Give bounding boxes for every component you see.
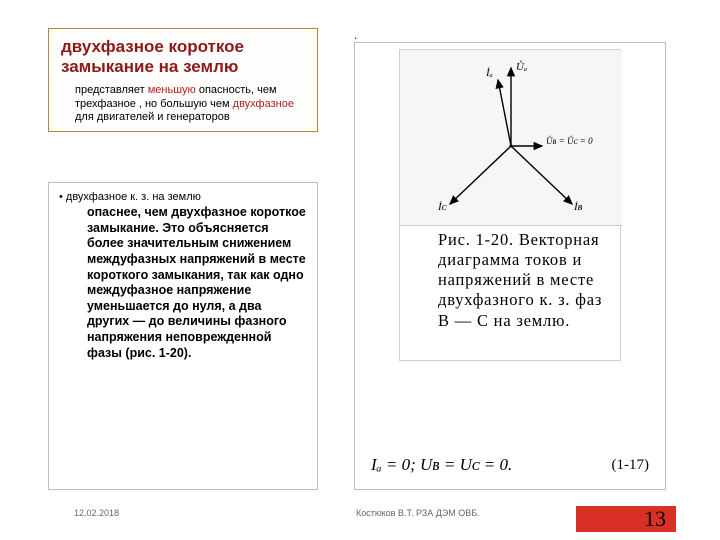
lbl-ia: İₐ	[485, 67, 493, 79]
lbl-ua: Ůₐ	[516, 60, 527, 73]
sub-red1: меньшую	[148, 84, 196, 96]
figure-image: İₐ Ůₐ İʙ İᴄ Ůʙ = Ůᴄ = 0 Рис. 1-20. Векто…	[399, 49, 621, 361]
bullet-line: • двухфазное к. з. на землю	[59, 191, 307, 203]
sub-pre: представляет	[75, 84, 148, 96]
slide-number-box: 13	[576, 506, 676, 532]
sub-post: для двигателей и генераторов	[75, 111, 230, 123]
body-text: опаснее, чем двухфазное короткое замыкан…	[59, 205, 307, 361]
formula: Iₐ = 0; Uʙ = Uᴄ = 0.	[371, 455, 512, 475]
body-box: • двухфазное к. з. на землю опаснее, чем…	[48, 182, 318, 490]
vector-diagram: İₐ Ůₐ İʙ İᴄ Ůʙ = Ůᴄ = 0	[400, 50, 622, 226]
footer-center: Костюков В.Т. РЗА ДЭМ ОВБ.	[356, 508, 480, 518]
title-sub: представляет меньшую опасность, чем трех…	[61, 84, 305, 125]
sub-red2: двухфазное	[233, 98, 294, 110]
formula-num: (1-17)	[612, 457, 650, 474]
title-box: двухфазное короткое замыкание на землю п…	[48, 28, 318, 132]
slide-number: 13	[644, 506, 666, 532]
footer-date: 12.02.2018	[74, 508, 119, 518]
figure-caption: Рис. 1-20. Векторная диаграмма токов и н…	[400, 226, 620, 335]
title-main: двухфазное короткое замыкание на землю	[61, 37, 305, 78]
lbl-ic: İᴄ	[437, 201, 448, 213]
top-dot: .	[354, 28, 357, 42]
lbl-zero: Ůʙ = Ůᴄ = 0	[546, 136, 593, 146]
figure-panel: İₐ Ůₐ İʙ İᴄ Ůʙ = Ůᴄ = 0 Рис. 1-20. Векто…	[354, 42, 666, 490]
lbl-ib: İʙ	[573, 201, 583, 213]
